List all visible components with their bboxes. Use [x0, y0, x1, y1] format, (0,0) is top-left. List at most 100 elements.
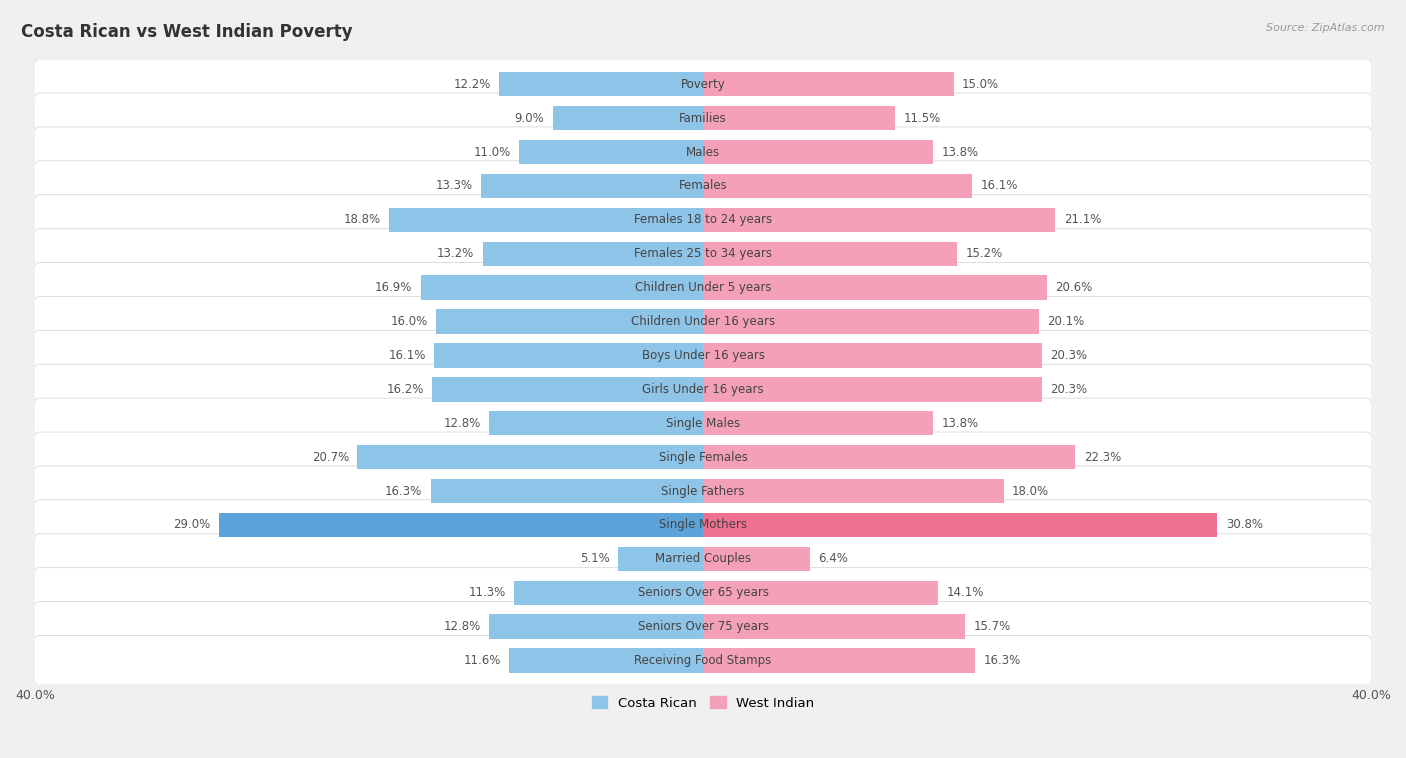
Bar	[357, 445, 703, 469]
FancyBboxPatch shape	[34, 93, 1372, 143]
Text: Females: Females	[679, 180, 727, 193]
Text: 13.2%: 13.2%	[437, 247, 474, 260]
Bar	[703, 309, 1039, 334]
Text: Single Fathers: Single Fathers	[661, 484, 745, 497]
Text: 9.0%: 9.0%	[515, 111, 544, 124]
Text: 6.4%: 6.4%	[818, 553, 848, 565]
Bar	[703, 174, 972, 198]
Bar	[430, 479, 703, 503]
Text: 20.1%: 20.1%	[1047, 315, 1084, 328]
FancyBboxPatch shape	[34, 127, 1372, 177]
Text: Single Mothers: Single Mothers	[659, 518, 747, 531]
Bar	[703, 377, 1042, 402]
Bar	[703, 581, 938, 605]
Text: Females 25 to 34 years: Females 25 to 34 years	[634, 247, 772, 260]
FancyBboxPatch shape	[34, 330, 1372, 381]
Text: 30.8%: 30.8%	[1226, 518, 1263, 531]
Text: 16.1%: 16.1%	[388, 349, 426, 362]
Text: 16.1%: 16.1%	[980, 180, 1018, 193]
Text: 16.3%: 16.3%	[984, 654, 1021, 667]
Bar	[703, 242, 957, 266]
Text: Families: Families	[679, 111, 727, 124]
Text: Boys Under 16 years: Boys Under 16 years	[641, 349, 765, 362]
Text: Source: ZipAtlas.com: Source: ZipAtlas.com	[1267, 23, 1385, 33]
Bar	[482, 242, 703, 266]
Bar	[703, 106, 896, 130]
Text: Receiving Food Stamps: Receiving Food Stamps	[634, 654, 772, 667]
FancyBboxPatch shape	[34, 534, 1372, 584]
FancyBboxPatch shape	[34, 432, 1372, 482]
Bar	[703, 648, 976, 673]
Bar	[436, 309, 703, 334]
Text: Poverty: Poverty	[681, 78, 725, 91]
Text: 12.8%: 12.8%	[444, 620, 481, 633]
Text: 29.0%: 29.0%	[173, 518, 211, 531]
Text: 11.3%: 11.3%	[468, 586, 506, 600]
FancyBboxPatch shape	[34, 296, 1372, 346]
Text: 22.3%: 22.3%	[1084, 450, 1121, 464]
Bar	[433, 377, 703, 402]
FancyBboxPatch shape	[34, 500, 1372, 550]
Bar	[703, 479, 1004, 503]
Text: 20.3%: 20.3%	[1050, 349, 1087, 362]
Bar	[703, 343, 1042, 368]
Text: 11.0%: 11.0%	[474, 146, 510, 158]
Text: 14.1%: 14.1%	[946, 586, 984, 600]
Text: 21.1%: 21.1%	[1064, 213, 1101, 227]
Text: Costa Rican vs West Indian Poverty: Costa Rican vs West Indian Poverty	[21, 23, 353, 41]
FancyBboxPatch shape	[34, 365, 1372, 415]
Bar	[420, 275, 703, 300]
Text: Single Males: Single Males	[666, 417, 740, 430]
Bar	[703, 275, 1047, 300]
Text: 13.8%: 13.8%	[942, 417, 979, 430]
FancyBboxPatch shape	[34, 195, 1372, 245]
Text: 11.5%: 11.5%	[904, 111, 941, 124]
Text: 12.8%: 12.8%	[444, 417, 481, 430]
Bar	[519, 139, 703, 164]
Text: 13.3%: 13.3%	[436, 180, 472, 193]
FancyBboxPatch shape	[34, 161, 1372, 211]
Bar	[703, 411, 934, 435]
Text: 12.2%: 12.2%	[454, 78, 491, 91]
Text: Females 18 to 24 years: Females 18 to 24 years	[634, 213, 772, 227]
Text: 5.1%: 5.1%	[579, 553, 609, 565]
Text: Seniors Over 75 years: Seniors Over 75 years	[637, 620, 769, 633]
Bar	[389, 208, 703, 232]
Text: 15.0%: 15.0%	[962, 78, 1000, 91]
Bar	[553, 106, 703, 130]
FancyBboxPatch shape	[34, 466, 1372, 516]
FancyBboxPatch shape	[34, 635, 1372, 686]
FancyBboxPatch shape	[34, 602, 1372, 652]
Text: 20.3%: 20.3%	[1050, 383, 1087, 396]
Bar	[515, 581, 703, 605]
Text: 16.2%: 16.2%	[387, 383, 425, 396]
Text: Married Couples: Married Couples	[655, 553, 751, 565]
Bar	[434, 343, 703, 368]
Bar	[703, 139, 934, 164]
Text: 18.8%: 18.8%	[343, 213, 381, 227]
FancyBboxPatch shape	[34, 59, 1372, 109]
Text: 13.8%: 13.8%	[942, 146, 979, 158]
Text: 15.2%: 15.2%	[965, 247, 1002, 260]
Text: 20.7%: 20.7%	[312, 450, 349, 464]
Text: 16.9%: 16.9%	[375, 281, 412, 294]
Bar	[481, 174, 703, 198]
Text: Girls Under 16 years: Girls Under 16 years	[643, 383, 763, 396]
Text: Children Under 5 years: Children Under 5 years	[634, 281, 772, 294]
Text: 15.7%: 15.7%	[973, 620, 1011, 633]
Bar	[703, 615, 965, 639]
Text: Males: Males	[686, 146, 720, 158]
FancyBboxPatch shape	[34, 229, 1372, 279]
Text: Children Under 16 years: Children Under 16 years	[631, 315, 775, 328]
Bar	[703, 208, 1056, 232]
Bar	[617, 547, 703, 571]
Bar	[703, 512, 1218, 537]
Text: Single Females: Single Females	[658, 450, 748, 464]
Text: 16.3%: 16.3%	[385, 484, 422, 497]
Bar	[489, 411, 703, 435]
Text: 18.0%: 18.0%	[1012, 484, 1049, 497]
Text: 16.0%: 16.0%	[391, 315, 427, 328]
FancyBboxPatch shape	[34, 262, 1372, 313]
FancyBboxPatch shape	[34, 568, 1372, 618]
Bar	[499, 72, 703, 96]
